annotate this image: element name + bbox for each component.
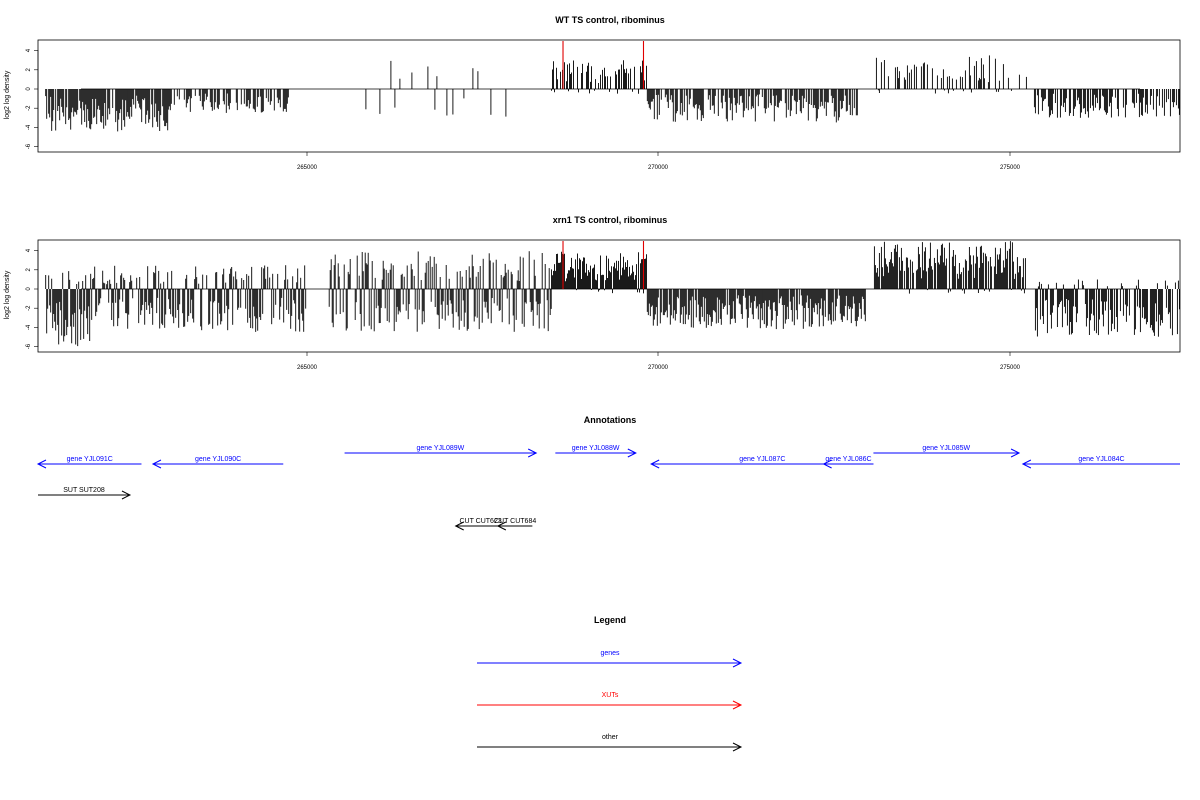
y-tick-label: -6: [26, 143, 32, 149]
wt-x-axis: 265000 270000 275000: [297, 152, 1021, 171]
wt-xut-markers: [562, 41, 645, 89]
legend-item-genes: genes: [477, 650, 743, 668]
feature-label: gene YJL089W: [417, 445, 465, 452]
wt-density-bars: [45, 55, 1180, 132]
annotation-feature: gene YJL089W: [344, 445, 538, 458]
legend-title: Legend: [594, 615, 626, 625]
feature-arrowhead: [121, 490, 132, 500]
wt-x-tick-label: 275000: [1000, 165, 1021, 171]
xrn1-x-tick-label: 265000: [297, 365, 318, 371]
y-tick-label: -4: [26, 124, 32, 130]
feature-arrowhead: [1010, 448, 1021, 458]
feature-label: gene YJL091C: [67, 456, 113, 463]
feature-label: gene YJL084C: [1078, 456, 1124, 463]
legend-label-genes: genes: [600, 650, 620, 657]
wt-y-axis: 4 2 0 -2 -4 -6 log2 log density: [4, 48, 39, 149]
y-tick-label: -2: [26, 105, 32, 111]
annotation-feature: gene YJL085W: [873, 445, 1021, 458]
legend: Legend genes XUTs other: [477, 615, 743, 752]
feature-label: SUT SUT208: [63, 487, 105, 494]
xrn1-x-tick-label: 275000: [1000, 365, 1021, 371]
xrn1-y-axis-label: log2 log density: [4, 270, 11, 319]
wt-x-tick-label: 270000: [648, 165, 669, 171]
feature-arrowhead: [527, 448, 538, 458]
legend-label-xuts: XUTs: [602, 692, 619, 699]
y-tick-label: 2: [26, 267, 32, 271]
legend-item-other: other: [477, 734, 743, 752]
annotation-feature: gene YJL086C: [822, 456, 874, 469]
legend-label-other: other: [602, 734, 619, 741]
feature-arrowhead: [151, 459, 162, 469]
feature-label: gene YJL086C: [825, 456, 871, 463]
annotation-feature: gene YJL084C: [1021, 456, 1180, 469]
y-tick-label: -4: [26, 324, 32, 330]
feature-label: gene YJL087C: [739, 456, 785, 463]
y-tick-label: 0: [26, 87, 32, 91]
feature-label: CUT CUT623: [459, 518, 501, 525]
feature-arrowhead: [1021, 459, 1032, 469]
feature-label: gene YJL085W: [922, 445, 970, 452]
wt-density-panel: WT TS control, ribominus 4 2 0 -2 -4 -6 log2 …: [4, 15, 1181, 171]
feature-arrowhead: [454, 521, 464, 531]
wt-y-axis-label: log2 log density: [4, 70, 11, 119]
y-tick-label: 4: [26, 248, 32, 252]
xrn1-xut-markers: [562, 241, 645, 289]
xrn1-x-axis: 265000 270000 275000: [297, 352, 1021, 371]
y-tick-label: -2: [26, 305, 32, 311]
xrn1-x-tick-label: 270000: [648, 365, 669, 371]
annotations-title: Annotations: [584, 415, 637, 425]
feature-arrowhead: [496, 521, 507, 531]
legend-item-xuts: XUTs: [477, 692, 743, 710]
annotation-feature: gene YJL091C: [36, 456, 142, 469]
xrn1-density-bars: [45, 241, 1180, 347]
wt-x-tick-label: 265000: [297, 165, 318, 171]
y-tick-label: 0: [26, 287, 32, 291]
annotations-track: Annotations gene YJL091C gene YJL090C gene…: [36, 415, 1180, 531]
xrn1-y-axis: 4 2 0 -2 -4 -6 log2 log density: [4, 248, 39, 349]
annotation-feature: SUT SUT208: [38, 487, 132, 500]
annotation-feature: CUT CUT684: [494, 518, 536, 531]
y-tick-label: 4: [26, 48, 32, 52]
xrn1-density-panel: xrn1 TS control, ribominus 4 2 0 -2 -4 -6 log…: [4, 215, 1181, 371]
feature-arrowhead: [36, 459, 47, 469]
feature-label: gene YJL090C: [195, 456, 241, 463]
feature-label: CUT CUT684: [494, 518, 536, 525]
feature-arrowhead: [627, 448, 637, 458]
y-tick-label: 2: [26, 67, 32, 71]
annotation-feature: gene YJL090C: [151, 456, 284, 469]
feature-arrowhead: [822, 459, 832, 469]
annotation-feature: gene YJL088W: [555, 445, 637, 458]
wt-plot-frame: [37, 39, 1181, 153]
wt-panel-title: WT TS control, ribominus: [555, 15, 665, 25]
feature-label: gene YJL088W: [572, 445, 620, 452]
y-tick-label: -6: [26, 343, 32, 349]
xrn1-panel-title: xrn1 TS control, ribominus: [553, 215, 668, 225]
feature-arrowhead: [650, 459, 660, 469]
